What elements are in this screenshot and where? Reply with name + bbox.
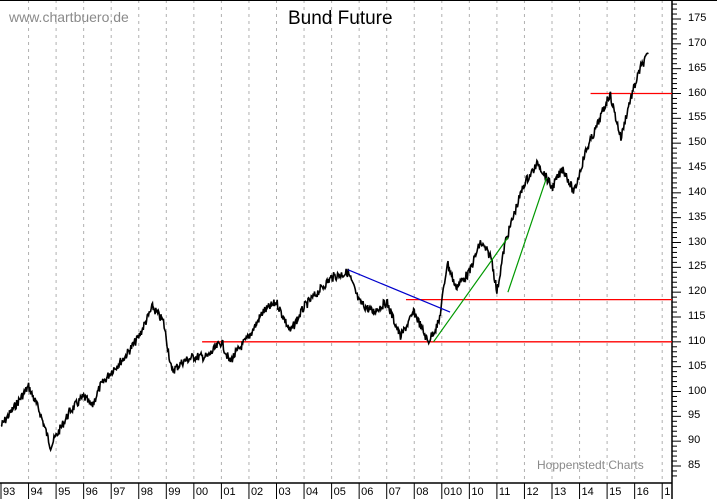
trend-lines	[347, 177, 548, 343]
x-tick-label: 03	[278, 486, 291, 498]
support-resistance-lines	[202, 92, 672, 343]
x-tick-label: 10	[471, 486, 484, 498]
x-tick-label: 06	[361, 486, 374, 498]
y-tick-label: 160	[688, 86, 707, 99]
x-tick-label: 00	[195, 486, 209, 498]
y-tick-label: 100	[688, 384, 707, 397]
year-gridlines	[0, 0, 663, 499]
x-tick-label: 15	[609, 486, 622, 498]
y-tick-label: 155	[688, 111, 707, 124]
chart-title: Bund Future	[288, 8, 393, 29]
y-tick-label: 90	[688, 434, 701, 447]
x-tick-label: 010	[443, 486, 463, 498]
y-tick-label: 175	[688, 12, 707, 24]
y-tick-label: 115	[688, 310, 706, 322]
y-tick-label: 105	[688, 359, 707, 372]
x-tick-label: 16	[636, 486, 649, 498]
y-tick-label: 145	[688, 161, 707, 173]
x-tick-label: 94	[30, 486, 43, 498]
x-tick-label: 05	[333, 486, 346, 498]
y-tick-label: 95	[688, 409, 701, 422]
watermark: www.chartbuero.de	[9, 9, 129, 25]
y-tick-label: 110	[688, 334, 706, 347]
x-tick-label: 14	[581, 486, 594, 498]
y-tick-label: 130	[688, 235, 707, 248]
x-tick-label: 04	[306, 486, 319, 498]
credit-label: Hoppenstedt Charts	[537, 458, 644, 472]
x-tick-label: 1	[664, 486, 671, 498]
x-tick-label: 07	[388, 486, 401, 498]
y-tick-label: 170	[688, 36, 707, 49]
x-tick-label: 97	[113, 486, 126, 498]
y-tick-label: 85	[688, 459, 701, 471]
x-tick-label: 02	[250, 486, 264, 498]
y-tick-label: 140	[688, 185, 707, 198]
x-tick-label: 96	[85, 486, 98, 498]
x-tick-label: 12	[526, 486, 539, 498]
price-line	[0, 52, 649, 453]
y-tick-label: 120	[688, 285, 707, 298]
x-tick-label: 11	[498, 486, 511, 498]
y-tick-label: 125	[688, 260, 707, 273]
x-tick-label: 98	[140, 486, 153, 498]
y-tick-label: 135	[688, 210, 707, 223]
x-tick-label: 99	[168, 486, 181, 498]
x-tick-label: 08	[416, 486, 429, 498]
x-tick-label: 95	[58, 486, 71, 498]
x-tick-label: 93	[3, 486, 16, 498]
y-tick-label: 165	[688, 61, 707, 74]
x-tick-label: 13	[554, 486, 567, 498]
x-tick-label: 01	[223, 486, 236, 498]
y-tick-label: 150	[688, 136, 707, 149]
